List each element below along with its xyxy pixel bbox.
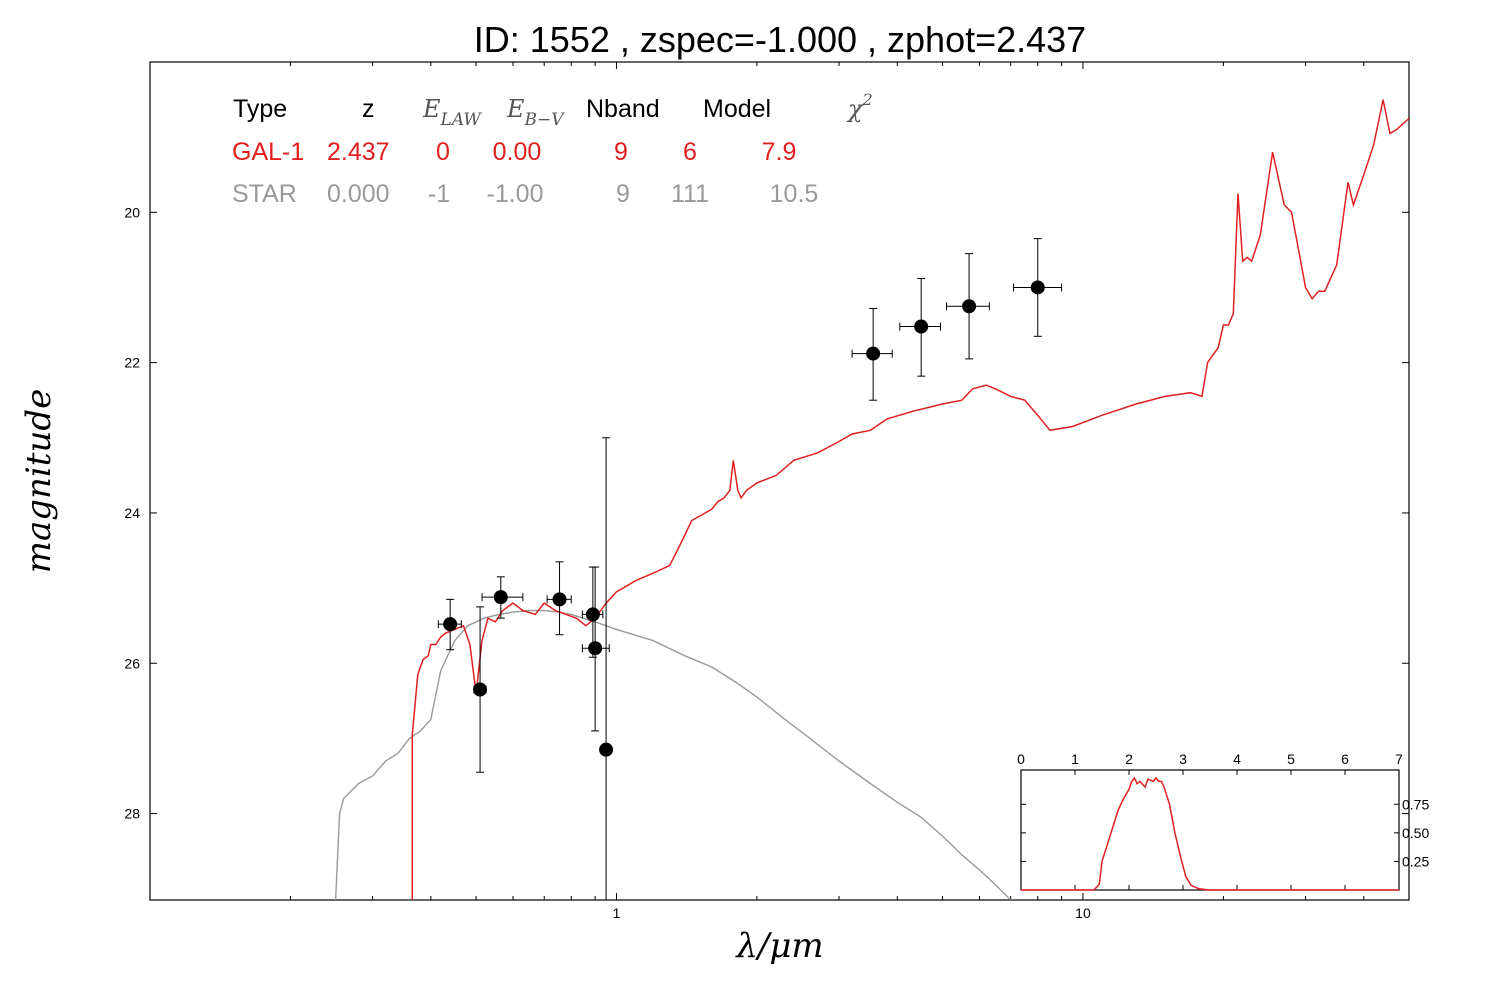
- y-tick-label: 26: [124, 655, 140, 671]
- data-point-marker: [552, 592, 567, 607]
- photometry-point: [946, 253, 990, 360]
- table-row-galaxy: GAL-1 2.437 0 0.00 9 6 7.9: [232, 138, 796, 166]
- inset-x-tick-label: 1: [1071, 751, 1079, 767]
- inset-x-tick-label: 6: [1341, 751, 1349, 767]
- data-point-marker: [443, 617, 458, 632]
- galaxy-z: 2.437: [327, 138, 390, 166]
- star-nband: 9: [616, 180, 630, 208]
- table-header-z: z: [362, 95, 375, 123]
- inset-frame: [1020, 769, 1400, 891]
- galaxy-sed-line: [411, 99, 1409, 900]
- data-point-marker: [585, 607, 600, 622]
- inset-y-tick-label: 0.75: [1402, 796, 1429, 812]
- star-chi2: 10.5: [770, 180, 819, 208]
- inset-x-tick-label: 0: [1017, 751, 1025, 767]
- photometry-point: [851, 308, 893, 401]
- inset-x-tick-label: 4: [1233, 751, 1241, 767]
- x-axis-ticks: 1 10: [149, 62, 1410, 921]
- data-point-marker: [588, 641, 603, 656]
- photometry-point: [437, 598, 462, 651]
- galaxy-type: GAL-1: [232, 138, 304, 166]
- inset-y-tick-label: 0.25: [1402, 853, 1429, 869]
- data-point-marker: [473, 682, 488, 697]
- data-point-marker: [1030, 280, 1045, 295]
- table-header-nband: Nband: [586, 95, 660, 123]
- photometry-point: [546, 561, 572, 636]
- star-elaw: -1: [428, 180, 450, 208]
- y-tick-label: 28: [124, 806, 140, 822]
- star-z: 0.000: [327, 180, 390, 208]
- x-tick-label: 1: [613, 905, 621, 921]
- data-point-marker: [493, 590, 508, 605]
- table-header-elaw: ELAW: [422, 95, 482, 130]
- table-row-star: STAR 0.000 -1 -1.00 9 111 10.5: [232, 180, 818, 208]
- pdz-curve: [1021, 776, 1399, 891]
- photometry-point: [599, 437, 614, 901]
- data-point-marker: [914, 319, 929, 334]
- star-sed-line: [334, 609, 1012, 900]
- photometry-point: [899, 277, 941, 377]
- star-type: STAR: [232, 180, 297, 208]
- data-point-marker: [962, 299, 977, 314]
- photometry-point: [473, 606, 488, 773]
- plot-area: [334, 99, 1409, 901]
- elaw-subscript: LAW: [440, 110, 483, 130]
- inset-y-tick-label: 0.50: [1402, 825, 1429, 841]
- table-header-ebv: EB−V: [506, 95, 565, 130]
- inset-x-tick-label: 2: [1125, 751, 1133, 767]
- data-point-marker: [866, 346, 881, 361]
- galaxy-nband: 9: [614, 138, 628, 166]
- main-axes: [149, 61, 1410, 901]
- inset-plot: [1021, 776, 1399, 891]
- ebv-symbol: E: [506, 95, 525, 123]
- y-tick-label: 20: [124, 204, 140, 220]
- inset-ticks: 0 1 2 3 4 5 6 7 0.25 0.50 0.75: [1017, 751, 1429, 890]
- elaw-symbol: E: [422, 95, 441, 123]
- table-header-type: Type: [233, 95, 287, 123]
- ebv-subscript: B−V: [524, 110, 566, 130]
- chi2-superscript: 2: [862, 90, 873, 109]
- galaxy-model: 6: [683, 138, 697, 166]
- inset-x-tick-label: 7: [1395, 751, 1403, 767]
- table-header-model: Model: [703, 95, 771, 123]
- data-point-marker: [599, 742, 614, 757]
- galaxy-elaw: 0: [436, 138, 450, 166]
- chi2-symbol: χ: [846, 95, 864, 123]
- photometry-point: [1013, 238, 1063, 337]
- y-tick-label: 24: [124, 505, 140, 521]
- star-ebv: -1.00: [487, 180, 544, 208]
- pdz-inset: 0 1 2 3 4 5 6 7 0.25 0.50 0.75: [1017, 751, 1429, 891]
- x-axis-label: λ/μm: [734, 926, 823, 966]
- y-axis-label: magnitude: [19, 389, 59, 574]
- inset-x-tick-label: 3: [1179, 751, 1187, 767]
- x-tick-label: 10: [1075, 905, 1091, 921]
- fit-results-table: Type z ELAW EB−V Nband Model χ2 GAL-1 2.…: [232, 90, 873, 208]
- y-tick-label: 22: [124, 355, 140, 371]
- inset-x-tick-label: 5: [1287, 751, 1295, 767]
- table-header-chi2: χ2: [846, 90, 873, 123]
- chart-title: ID: 1552 , zspec=-1.000 , zphot=2.437: [474, 19, 1086, 60]
- galaxy-ebv: 0.00: [493, 138, 542, 166]
- galaxy-chi2: 7.9: [762, 138, 797, 166]
- star-model: 111: [671, 180, 709, 208]
- plot-frame: [149, 61, 1410, 901]
- photometry-point: [481, 576, 524, 619]
- photometry-point: [581, 566, 610, 732]
